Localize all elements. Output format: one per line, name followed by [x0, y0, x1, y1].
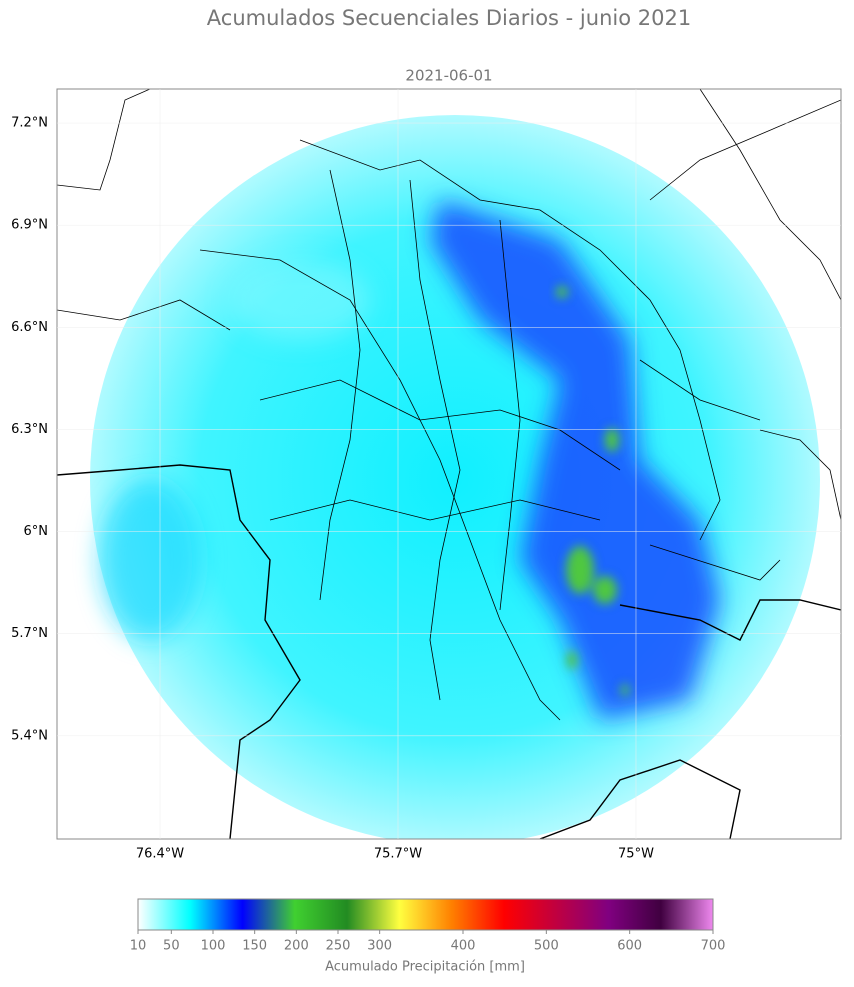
- colorbar: [137, 898, 714, 931]
- colorbar-tick-label: 150: [242, 939, 267, 954]
- colorbar-tick-label: 600: [617, 939, 642, 954]
- borders: [57, 89, 841, 839]
- y-tick-label: 5.7°N: [11, 626, 48, 641]
- title: Acumulados Secuenciales Diarios - junio …: [207, 6, 691, 30]
- colorbar-tick-label: 500: [534, 939, 559, 954]
- y-tick-label: 7.2°N: [11, 116, 48, 131]
- x-tick-label: 76.4°W: [136, 847, 184, 862]
- colorbar-tick-label: 50: [163, 939, 180, 954]
- colorbar-tick-label: 400: [451, 939, 476, 954]
- colorbar-label: Acumulado Precipitación [mm]: [325, 960, 525, 975]
- y-tick-label: 6°N: [24, 524, 49, 539]
- colorbar-tick-label: 300: [367, 939, 392, 954]
- y-tick-label: 6.3°N: [11, 422, 48, 437]
- colorbar-tick-label: 200: [284, 939, 309, 954]
- x-tick-label: 75°W: [618, 847, 654, 862]
- y-tick-label: 6.9°N: [11, 218, 48, 233]
- map-frame: [56, 88, 842, 840]
- colorbar-tick-label: 10: [130, 939, 147, 954]
- colorbar-tick-label: 250: [326, 939, 351, 954]
- y-tick-label: 6.6°N: [11, 320, 48, 335]
- colorbar-tick-label: 100: [201, 939, 226, 954]
- map-area: [57, 89, 841, 839]
- x-tick-label: 75.7°W: [374, 847, 422, 862]
- colorbar-tick-label: 700: [701, 939, 726, 954]
- y-tick-label: 5.4°N: [11, 728, 48, 743]
- subtitle: 2021-06-01: [405, 67, 492, 85]
- precip-cores: [556, 286, 629, 696]
- precip-blobs: [100, 200, 720, 720]
